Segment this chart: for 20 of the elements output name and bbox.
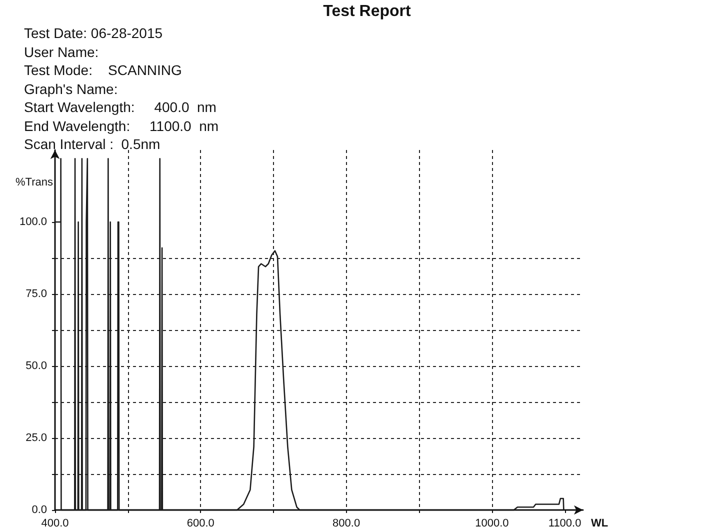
text: End Wavelength: 1100.0 nm <box>24 116 219 135</box>
y-tick-label: 75.0 <box>26 288 47 300</box>
chart-title: Test Report <box>322 3 412 21</box>
text: Start Wavelength: 400.0 nm <box>24 98 218 116</box>
y-tick-label: 0.0 <box>32 504 47 516</box>
x-tick-label: 800.0 <box>332 518 360 530</box>
y-tick-label: 50.0 <box>26 360 47 372</box>
y-tick-label: 25.0 <box>26 432 47 444</box>
x-tick-label: 1100.0 <box>548 518 582 530</box>
text: User Name: <box>24 42 100 61</box>
text: Test Date: 06-28-2015 <box>24 24 164 42</box>
annotation: Scan Interval : 0.5nm <box>24 135 162 154</box>
y-axis-title: %Trans <box>16 176 54 188</box>
x-tick-label: 400.0 <box>41 518 69 530</box>
x-axis-title: WL <box>591 518 608 530</box>
x-tick-label: 600.0 <box>186 518 214 530</box>
x-tick-label: 1000.0 <box>475 518 509 530</box>
text: Graph's Name: <box>24 80 119 98</box>
text: Test Mode: SCANNING <box>24 61 183 80</box>
y-tick-label: 100.0 <box>19 216 47 228</box>
